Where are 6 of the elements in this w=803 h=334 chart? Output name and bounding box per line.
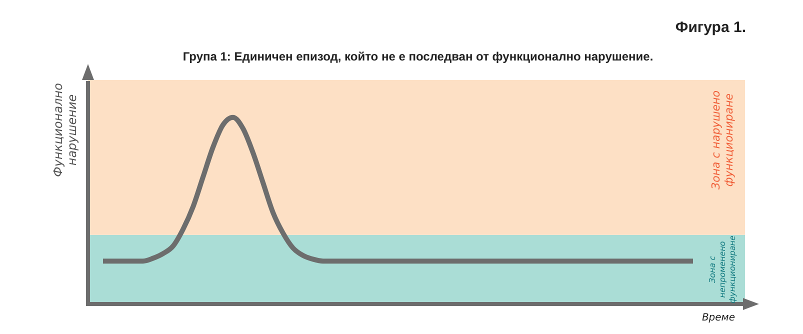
chart-title: Фигура 1. — [675, 19, 746, 36]
band-label: Зона с нарушено функциониране — [709, 90, 736, 190]
x-axis-title: Време — [702, 312, 735, 324]
chart-subtitle: Група 1: Единичен епизод, който не е последван от функционално нарушение. — [182, 49, 654, 64]
y-axis-title: Функционално нарушение — [51, 83, 80, 177]
band-label: Зона с непроменено функциониране — [708, 236, 738, 304]
